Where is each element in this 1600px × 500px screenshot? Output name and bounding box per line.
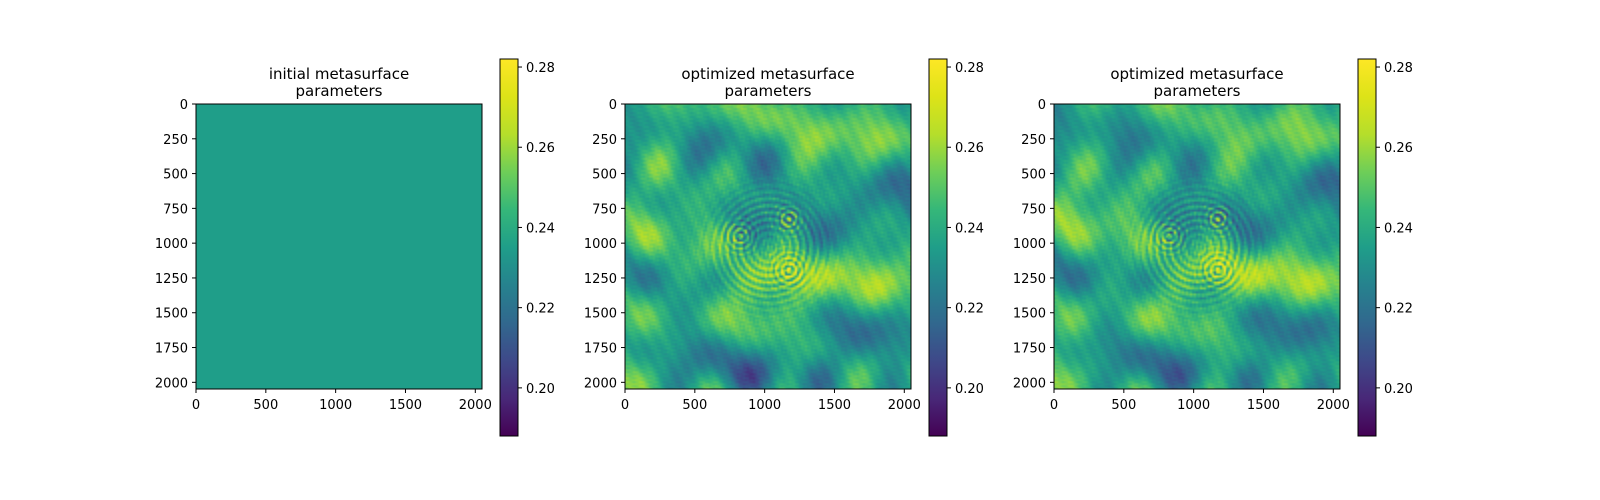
y-tick-label: 500 (1021, 168, 1046, 183)
y-tick-label: 1000 (1013, 237, 1046, 252)
x-tick-label: 500 (1111, 398, 1136, 413)
y-tick-label: 0 (1038, 98, 1046, 113)
colorbar (929, 59, 947, 436)
y-tick-label: 1750 (155, 342, 188, 357)
x-tick-label: 2000 (888, 398, 921, 413)
x-tick-label: 1000 (748, 398, 781, 413)
colorbar-frame (1357, 58, 1377, 437)
colorbar-tick-label: 0.28 (1384, 61, 1413, 76)
x-tick-label: 1000 (1177, 398, 1210, 413)
y-tick-label: 2000 (1013, 376, 1046, 391)
panel-title: initial metasurface parameters (269, 65, 409, 100)
panel-title: optimized metasurface parameters (1110, 65, 1283, 100)
axes-frame (624, 103, 912, 390)
panel-title-line: parameters (724, 82, 811, 100)
y-tick-label: 1000 (584, 237, 617, 252)
y-tick-label: 2000 (584, 376, 617, 391)
colorbar-tick-label: 0.20 (955, 382, 984, 397)
y-tick-label: 500 (592, 168, 617, 183)
y-tick-label: 1000 (155, 237, 188, 252)
panel-title-line: initial metasurface (269, 65, 409, 83)
x-tick-label: 0 (192, 398, 200, 413)
panel-title-line: parameters (295, 82, 382, 100)
x-tick-label: 0 (621, 398, 629, 413)
heatmap-panel-1: initial metasurface parameters 0 500 1000 150… (155, 58, 555, 437)
colorbar-tick-label: 0.22 (526, 302, 555, 317)
colorbar-tick-label: 0.26 (1384, 141, 1413, 156)
y-tick-label: 250 (163, 133, 188, 148)
heatmap-image (625, 104, 911, 389)
x-tick-label: 1500 (818, 398, 851, 413)
y-tick-label: 2000 (155, 376, 188, 391)
y-tick-label: 500 (163, 168, 188, 183)
colorbar-tick-label: 0.28 (526, 61, 555, 76)
x-tick-label: 0 (1050, 398, 1058, 413)
colorbar-tick-label: 0.24 (1384, 221, 1413, 236)
colorbar-frame (928, 58, 948, 437)
y-tick-label: 1250 (155, 272, 188, 287)
y-tick-label: 1500 (1013, 307, 1046, 322)
axes-frame (195, 103, 483, 390)
y-tick-label: 750 (1021, 202, 1046, 217)
y-tick-label: 0 (180, 98, 188, 113)
y-tick-label: 1250 (584, 272, 617, 287)
colorbar-tick-label: 0.24 (526, 221, 555, 236)
axes-frame (1053, 103, 1341, 390)
y-tick-label: 250 (592, 133, 617, 148)
x-tick-label: 1500 (1247, 398, 1280, 413)
heatmap-panel-2: optimized metasurface parameters 0 500 1000 1… (584, 58, 984, 437)
colorbar-tick-label: 0.20 (1384, 382, 1413, 397)
y-tick-label: 1500 (155, 307, 188, 322)
colorbar-tick-label: 0.22 (1384, 302, 1413, 317)
panel-title-line: parameters (1153, 82, 1240, 100)
panel-title: optimized metasurface parameters (681, 65, 854, 100)
colorbar-tick-label: 0.20 (526, 382, 555, 397)
colorbar-tick-label: 0.26 (526, 141, 555, 156)
y-tick-label: 1500 (584, 307, 617, 322)
x-tick-label: 500 (253, 398, 278, 413)
heatmap-image (196, 104, 482, 389)
colorbar (500, 59, 518, 436)
y-tick-label: 1250 (1013, 272, 1046, 287)
colorbar-tick-label: 0.24 (955, 221, 984, 236)
colorbar-tick-label: 0.22 (955, 302, 984, 317)
y-tick-label: 0 (609, 98, 617, 113)
heatmap-panel-3: optimized metasurface parameters 0 500 1000 1… (1013, 58, 1413, 437)
colorbar-frame (499, 58, 519, 437)
colorbar (1358, 59, 1376, 436)
y-tick-label: 750 (163, 202, 188, 217)
heatmap-image (1054, 104, 1340, 389)
colorbar-tick-label: 0.28 (955, 61, 984, 76)
x-tick-label: 1500 (389, 398, 422, 413)
y-tick-label: 1750 (1013, 342, 1046, 357)
x-tick-label: 1000 (319, 398, 352, 413)
x-tick-label: 2000 (459, 398, 492, 413)
x-tick-label: 500 (682, 398, 707, 413)
y-tick-label: 250 (1021, 133, 1046, 148)
y-tick-label: 1750 (584, 342, 617, 357)
panel-title-line: optimized metasurface (1110, 65, 1283, 83)
panel-title-line: optimized metasurface (681, 65, 854, 83)
y-tick-label: 750 (592, 202, 617, 217)
colorbar-tick-label: 0.26 (955, 141, 984, 156)
x-tick-label: 2000 (1317, 398, 1350, 413)
